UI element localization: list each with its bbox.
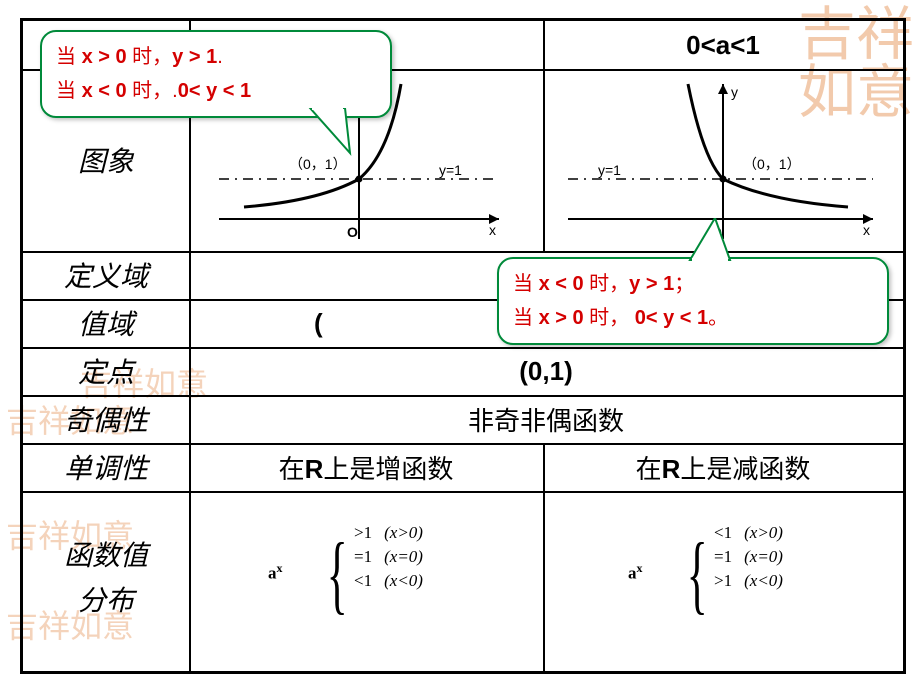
asymptote-label-r: y=1 (598, 162, 621, 178)
value-fixed-point: (0,1) (189, 347, 903, 395)
label-value-dist-1: 函数值 (64, 535, 148, 580)
point-label-r: （0，1） (743, 156, 801, 172)
pl-r1v: >1 (348, 521, 378, 545)
pr-r2v: =1 (708, 545, 738, 569)
piecewise-left: ax { >1(x>0) =1(x=0) <1(x<0) (268, 501, 518, 661)
value-mono-right: 在R上是减函数 (543, 443, 903, 491)
header-a-lt-1: 0<a<1 (543, 21, 903, 69)
label-domain: 定义域 (23, 251, 189, 299)
brace-l: { (327, 531, 348, 619)
x-axis-label: x (489, 222, 496, 238)
label-value-dist: 函数值 分布 (23, 491, 189, 669)
label-monotonic: 单调性 (23, 443, 189, 491)
pr-r1v: <1 (708, 521, 738, 545)
origin-label: O (347, 224, 358, 240)
callout-right-line2: 当 x > 0 时， 0< y < 1。 (513, 301, 873, 335)
callout-right-line1: 当 x < 0 时，y > 1； (513, 267, 873, 301)
brace-r: { (687, 531, 708, 619)
callout-right: 当 x < 0 时，y > 1； 当 x > 0 时， 0< y < 1。 (497, 257, 889, 345)
callout-right-tail (680, 218, 750, 268)
label-value-dist-2: 分布 (78, 580, 134, 625)
value-parity: 非奇非偶函数 (189, 395, 903, 443)
pl-r3v: <1 (348, 569, 378, 593)
page: 吉祥 如意 吉祥如意 吉祥如意 吉祥如意 吉祥如意 0<a<1 图象 (0, 0, 920, 690)
callout-left: 当 x > 0 时，y > 1. 当 x < 0 时，.0< y < 1 (40, 30, 392, 118)
piecewise-base-l: ax (268, 561, 283, 584)
piecewise-right: ax { <1(x>0) =1(x=0) >1(x<0) (628, 501, 878, 661)
label-fixed-point: 定点 (23, 347, 189, 395)
label-parity: 奇偶性 (23, 395, 189, 443)
y-axis-label-r: y (731, 84, 738, 100)
piecewise-base-r: ax (628, 561, 643, 584)
label-range: 值域 (23, 299, 189, 347)
value-mono-left: 在R上是增函数 (189, 443, 543, 491)
pl-r2v: =1 (348, 545, 378, 569)
callout-left-tail (300, 108, 370, 168)
callout-left-line1: 当 x > 0 时，y > 1. (56, 40, 376, 74)
pr-r3v: >1 (708, 569, 738, 593)
asymptote-label: y=1 (439, 162, 462, 178)
x-axis-label-r: x (863, 222, 870, 238)
callout-left-line2: 当 x < 0 时，.0< y < 1 (56, 74, 376, 108)
